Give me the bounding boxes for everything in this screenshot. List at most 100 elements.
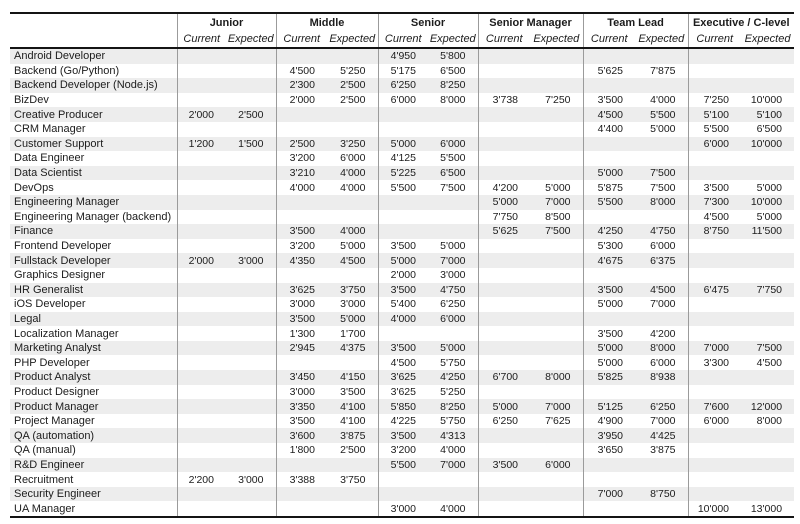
salary-cell: 5'175 (377, 63, 428, 79)
salary-cell: 4'100 (340, 415, 366, 428)
salary-cell: 5'250 (440, 385, 466, 398)
salary-cell: 4'500 (650, 283, 676, 296)
salary-cell: 3'875 (340, 429, 366, 442)
salary-cell (226, 78, 276, 93)
salary-cell (275, 194, 327, 210)
salary-cell (428, 210, 478, 225)
salary-cell: 8'000 (756, 415, 783, 428)
role-label: Customer Support (14, 137, 104, 150)
salary-cell: 4'750 (650, 225, 676, 238)
salary-cell: 8'750 (650, 488, 676, 501)
table-row: Recruitment 2'200 3'000 3'388 3'750 (10, 472, 794, 487)
salary-cell: 5'850 (377, 399, 428, 414)
salary-cell (530, 239, 583, 254)
current-subheader: Current (275, 31, 327, 48)
expected-subheader: Expected (429, 32, 476, 45)
role-label: QA (manual) (14, 444, 76, 457)
salary-cell (477, 472, 531, 487)
salary-cell: 4'250 (440, 371, 466, 384)
salary-cell: 6'250 (377, 78, 428, 93)
salary-cell (530, 341, 583, 356)
role-column-header (10, 13, 177, 48)
table-row: PHP Developer 4'500 5'750 5'000 6'000 3'300 4'… (10, 355, 794, 371)
column-group-middle: Middle (275, 13, 378, 31)
salary-cell: 4'375 (340, 342, 366, 355)
salary-cell (741, 297, 794, 312)
salary-cell: 6'000 (377, 92, 428, 108)
salary-cell: 5'500 (440, 152, 466, 165)
column-group-junior: Junior (176, 13, 276, 31)
salary-cell: 3'500 (275, 224, 327, 239)
salary-cell (176, 428, 226, 444)
role-label: Legal (14, 312, 41, 325)
salary-cell (477, 340, 531, 356)
salary-cell: 5'000 (756, 210, 783, 223)
salary-cell: 3'500 (275, 413, 327, 429)
salary-cell (327, 487, 378, 502)
salary-cell (275, 486, 327, 502)
salary-cell: 3'210 (275, 165, 327, 181)
sub-header-row: Current Expected Current Expected Current Exp… (10, 31, 794, 48)
salary-cell: 4'000 (440, 502, 466, 515)
table-row: Localization Manager 1'300 1'700 3'500 4'200 (10, 326, 794, 341)
table-row: Security Engineer 7'000 8'750 (10, 486, 795, 502)
salary-cell: 3'950 (582, 428, 636, 444)
expected-subheader: Expected (638, 32, 685, 45)
salary-cell (741, 253, 794, 268)
salary-cell (477, 486, 531, 502)
salary-cell (226, 122, 276, 137)
salary-cell (226, 166, 276, 181)
salary-cell (176, 457, 226, 473)
salary-cell (275, 209, 327, 225)
salary-cell: 4'200 (477, 180, 531, 195)
salary-cell (530, 472, 583, 487)
salary-cell: 5'500 (687, 121, 742, 137)
salary-cell (635, 458, 688, 473)
salary-cell: 2'500 (340, 79, 366, 92)
salary-cell (635, 137, 688, 152)
table-row: UA Manager 3'000 4'000 10'000 13'000 (10, 501, 794, 517)
salary-cell (687, 151, 742, 166)
salary-cell: 2'500 (238, 108, 264, 121)
current-subheader: Current (582, 31, 636, 48)
salary-cell (741, 78, 794, 93)
salary-cell: 5'000 (582, 297, 636, 312)
salary-cell (582, 501, 636, 517)
salary-cell: 2'000 (176, 253, 226, 268)
salary-cell (635, 385, 688, 400)
salary-cell: 6'000 (440, 312, 466, 325)
salary-cell: 3'000 (440, 269, 466, 282)
salary-cell: 4'900 (582, 413, 636, 429)
salary-cell (226, 64, 276, 79)
salary-cell: 1'700 (340, 327, 366, 340)
role-label: Data Engineer (14, 152, 85, 165)
salary-cell (428, 122, 478, 137)
salary-cell (530, 501, 583, 517)
salary-cell: 3'500 (582, 92, 636, 108)
salary-cell: 7'000 (650, 298, 676, 311)
salary-cell (530, 122, 583, 137)
salary-cell (477, 238, 531, 254)
table-row: Android Developer 4'950 5'800 (10, 48, 795, 64)
salary-cell: 4'000 (340, 181, 366, 194)
salary-cell (687, 63, 742, 79)
salary-cell: 6'000 (687, 413, 742, 429)
expected-subheader: Expected (329, 32, 376, 45)
salary-cell (226, 355, 276, 370)
salary-cell: 8'250 (440, 79, 466, 92)
table-row: iOS Developer 3'000 3'000 5'400 6'250 5'000 7'… (10, 297, 794, 312)
salary-cell (327, 501, 378, 517)
salary-cell (226, 399, 276, 414)
salary-cell (635, 210, 688, 225)
salary-cell (176, 180, 226, 195)
salary-cell (176, 63, 226, 79)
salary-cell (176, 78, 226, 93)
salary-cell: 7'300 (687, 194, 742, 210)
salary-cell: 6'000 (340, 152, 366, 165)
salary-cell: 2'945 (275, 340, 327, 356)
salary-cell (176, 267, 226, 283)
expected-subheader: Expected (227, 32, 274, 45)
role-label: Fullstack Developer (14, 254, 111, 267)
salary-cell: 4'125 (377, 151, 428, 166)
salary-cell: 2'000 (377, 267, 428, 283)
